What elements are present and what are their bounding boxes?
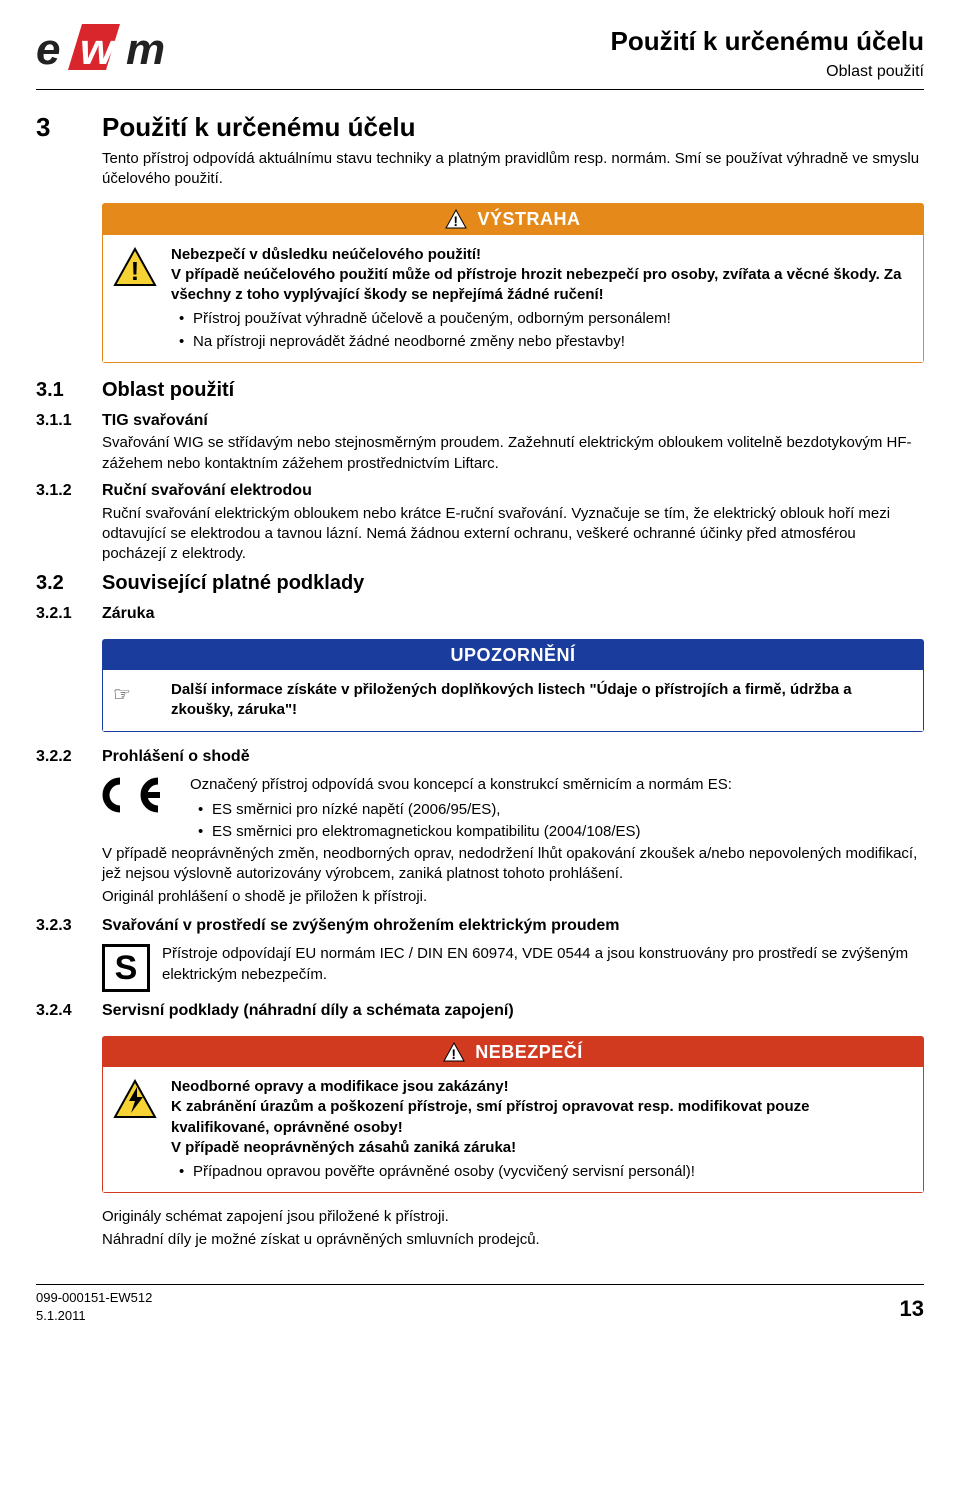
svg-text:e: e [36,25,60,70]
svg-text:m: m [126,25,165,70]
svg-text:w: w [80,25,117,70]
body-text: V případě neoprávněných změn, neodbornýc… [102,844,924,885]
section-number: 3.2.3 [36,915,102,937]
ewm-logo: e w m [36,24,186,70]
warning-triangle-icon: ! [443,1042,465,1062]
ce-mark-icon [102,775,180,819]
section-number: 3.2.2 [36,746,102,768]
electric-shock-icon [113,1077,157,1125]
svg-text:!: ! [454,213,459,229]
body-text: Ruční svařování elektrickým obloukem neb… [102,504,924,565]
section-title: Záruka [102,603,924,625]
ce-bullet: ES směrnici pro nízké napětí (2006/95/ES… [190,800,924,820]
warning-bullets: Přístroj používat výhradně účelově a pou… [171,309,909,352]
section-number: 3.1.1 [36,410,102,432]
section-intro: Tento přístroj odpovídá aktuálnímu stavu… [102,149,924,190]
danger-line: K zabránění úrazům a poškození přístroje… [171,1097,909,1138]
warning-callout: ! VÝSTRAHA ! Nebezpečí v důsledku neúčel… [102,203,924,363]
svg-text:!: ! [131,256,140,286]
body-text: Svařování WIG se střídavým nebo stejnosm… [102,433,924,474]
section-number: 3.2 [36,570,102,597]
page-footer: 099-000151-EW512 5.1.2011 13 [36,1284,924,1324]
ce-bullets: ES směrnici pro nízké napětí (2006/95/ES… [190,800,924,843]
page-number: 13 [900,1294,924,1324]
warning-lead: Nebezpečí v důsledku neúčelového použití… [171,245,909,265]
section-title: Související platné podklady [102,570,924,597]
section-number: 3.2.4 [36,1000,102,1022]
warning-p1: V případě neúčelového použití může od př… [171,265,909,306]
notice-callout: UPOZORNĚNÍ ☞ Další informace získáte v p… [102,639,924,732]
warning-bullet: Na přístroji neprovádět žádné neodborné … [171,332,909,352]
s-mark-icon: S [102,944,150,992]
page-subtitle: Oblast použití [610,61,924,83]
danger-bullets: Případnou opravou pověřte oprávněné osob… [171,1162,909,1182]
danger-bullet: Případnou opravou pověřte oprávněné osob… [171,1162,909,1182]
ce-lead: Označený přístroj odpovídá svou koncepcí… [190,775,924,795]
notice-header-text: UPOZORNĚNÍ [450,643,575,667]
section-title: Prohlášení o shodě [102,746,924,768]
ce-bullet: ES směrnici pro elektromagnetickou kompa… [190,822,924,842]
danger-line: V případě neoprávněných zásahů zaniká zá… [171,1138,909,1158]
danger-line: Neodborné opravy a modifikace jsou zakáz… [171,1077,909,1097]
notice-text: Další informace získáte v přiložených do… [171,680,909,721]
section-number: 3.1 [36,377,102,404]
danger-header-text: NEBEZPEČÍ [475,1040,583,1064]
section-number: 3.1.2 [36,480,102,502]
closing-text: Originály schémat zapojení jsou přiložen… [102,1207,924,1227]
pointing-hand-icon: ☞ [113,680,157,709]
body-text: Originál prohlášení o shodě je přiložen … [102,887,924,907]
section-title: TIG svařování [102,410,924,432]
section-number: 3 [36,110,102,145]
section-title: Svařování v prostředí se zvýšeným ohrože… [102,915,924,937]
section-number: 3.2.1 [36,603,102,625]
section-title: Oblast použití [102,377,924,404]
section-title: Servisní podklady (náhradní díly a schém… [102,1000,924,1022]
body-text: Přístroje odpovídají EU normám IEC / DIN… [162,944,924,985]
page-title: Použití k určenému účelu [610,24,924,59]
doc-date: 5.1.2011 [36,1307,152,1325]
warning-bullet: Přístroj používat výhradně účelově a pou… [171,309,909,329]
warning-yellow-triangle-icon: ! [113,245,157,293]
section-title: Použití k určenému účelu [102,110,924,145]
closing-text: Náhradní díly je možné získat u oprávněn… [102,1230,924,1250]
section-title: Ruční svařování elektrodou [102,480,924,502]
doc-number: 099-000151-EW512 [36,1289,152,1307]
page-header: e w m Použití k určenému účelu Oblast po… [36,24,924,90]
svg-text:!: ! [452,1046,457,1062]
danger-callout: ! NEBEZPEČÍ Neodborné opravy a modifikac… [102,1036,924,1194]
warning-triangle-icon: ! [445,209,467,229]
warning-header-text: VÝSTRAHA [477,207,580,231]
